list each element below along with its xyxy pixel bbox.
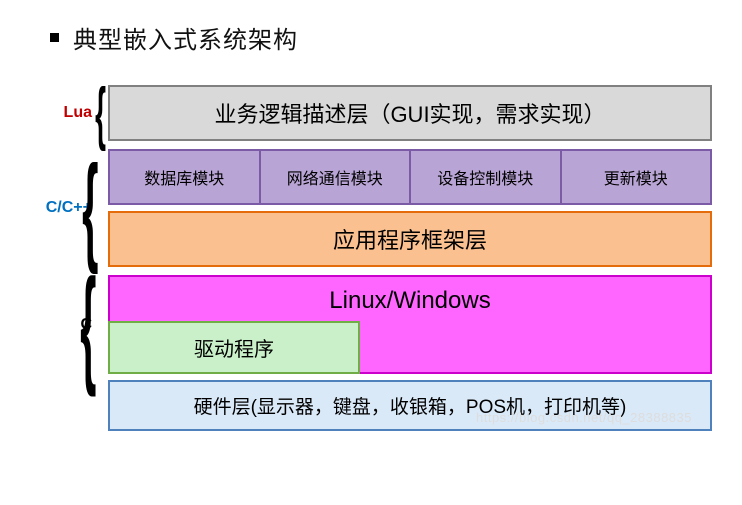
hardware-layer: 硬件层(显示器，键盘，收银箱，POS机，打印机等) (108, 380, 712, 431)
brace-icon: { (95, 96, 106, 131)
layer-lua: Lua { 业务逻辑描述层（GUI实现，需求实现） (40, 85, 712, 141)
os-layer: Linux/Windows 驱动程序 (108, 275, 712, 374)
os-label: Linux/Windows (110, 277, 710, 321)
module-box: 设备控制模块 (409, 149, 560, 205)
layer-hardware: 硬件层(显示器，键盘，收银箱，POS机，打印机等) https://blog.c… (40, 380, 712, 431)
architecture-diagram: Lua { 业务逻辑描述层（GUI实现，需求实现） C/C++ { 数据库模块网… (30, 85, 712, 431)
module-box: 数据库模块 (108, 149, 259, 205)
bullet-icon (50, 33, 59, 42)
brace-icon: { (81, 292, 97, 357)
header: 典型嵌入式系统架构 (30, 20, 712, 55)
modules-row: 数据库模块网络通信模块设备控制模块更新模块 (108, 149, 712, 205)
layer-label-empty (40, 380, 108, 431)
layer-label-lua: Lua { (40, 85, 108, 141)
driver-layer: 驱动程序 (108, 321, 360, 374)
module-box: 网络通信模块 (259, 149, 410, 205)
layer-ccpp: C/C++ { 数据库模块网络通信模块设备控制模块更新模块 应用程序框架层 (40, 149, 712, 267)
layer-label-c: C { (40, 275, 108, 374)
module-box: 更新模块 (560, 149, 713, 205)
application-framework-layer: 应用程序框架层 (108, 211, 712, 267)
layer-label-ccpp: C/C++ { (40, 149, 108, 267)
business-logic-layer: 业务逻辑描述层（GUI实现，需求实现） (108, 85, 712, 141)
layer-c: C { Linux/Windows 驱动程序 (40, 275, 712, 374)
page-title: 典型嵌入式系统架构 (73, 20, 298, 55)
brace-icon: { (82, 178, 98, 238)
